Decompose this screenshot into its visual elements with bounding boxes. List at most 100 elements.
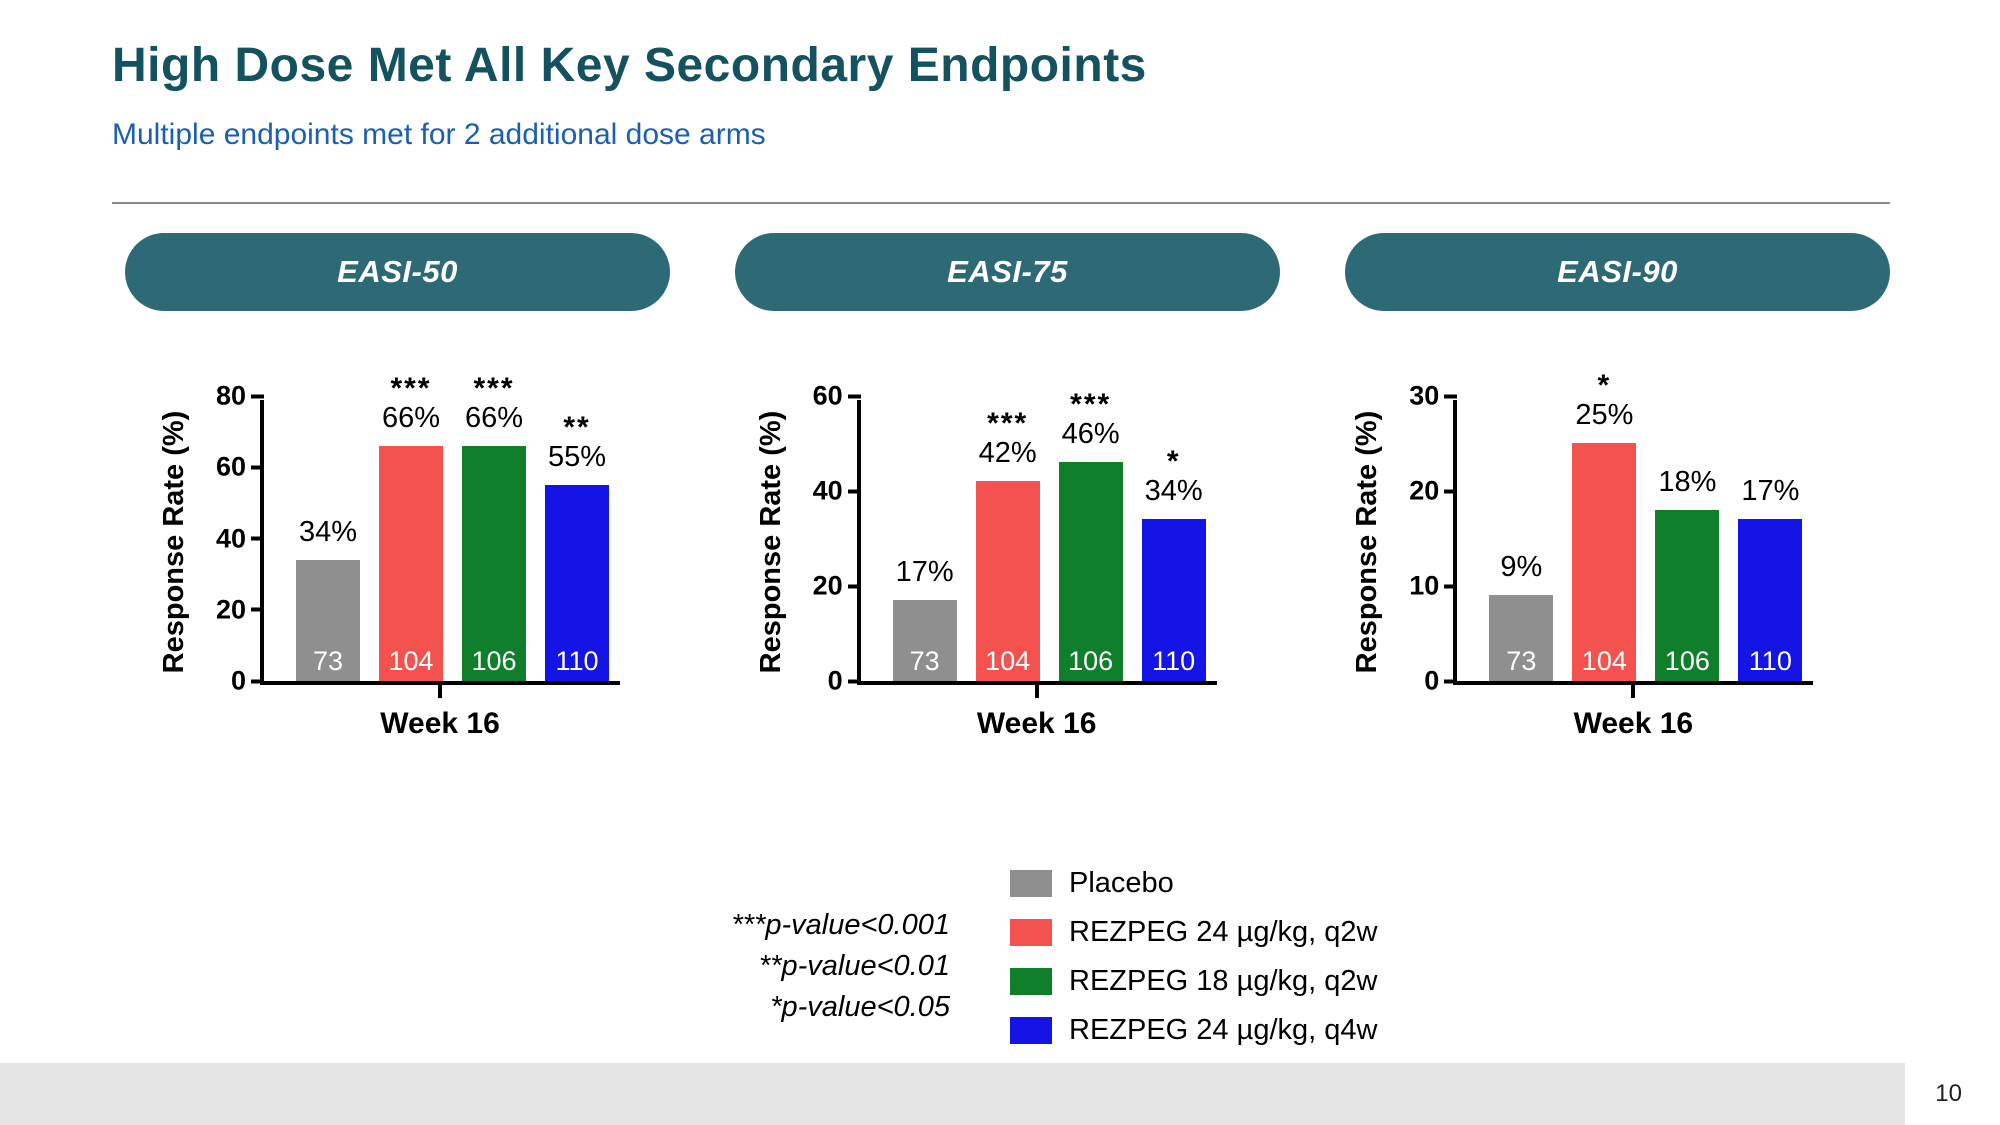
bar-value-label: 55% [547, 441, 607, 473]
y-tick-label: 80 [215, 380, 246, 411]
bar-rezpeg-24-g-kg-q4w: 17% 110 [1738, 400, 1803, 681]
y-axis-tick: 20 [797, 571, 861, 602]
legend-swatch-placebo [1010, 869, 1052, 897]
bar: 110 [1141, 519, 1206, 681]
bar-annotation: *** 66% [443, 372, 545, 436]
y-tick-label: 60 [215, 451, 246, 482]
pvalue-note-3: *p-value<0.05 [770, 991, 950, 1023]
bar-rezpeg-24-g-kg-q2w: * 25% 104 [1572, 371, 1637, 681]
bar-annotation: 17% [873, 555, 975, 590]
bar-annotation: 34% [277, 515, 379, 550]
bar: 104 [1572, 443, 1637, 681]
y-tick-label: 20 [812, 570, 843, 601]
bar-rezpeg-24-g-kg-q4w: ** 55% 110 [545, 400, 609, 681]
y-tick-mark [1444, 394, 1458, 398]
bar-annotation: 18% [1636, 465, 1738, 500]
pvalue-note-2: **p-value<0.01 [758, 950, 950, 982]
bar-n-label: 104 [388, 646, 434, 676]
bar-n-label: 73 [909, 646, 940, 676]
legend-item-rezpeg-24-q2w: REZPEG 24 µg/kg, q2w [1010, 915, 1377, 949]
page-number: 10 [1935, 1080, 1962, 1107]
bar-n-label: 106 [471, 646, 517, 676]
y-tick-label: 30 [1409, 380, 1440, 411]
bar-rezpeg-18-g-kg-q2w: *** 46% 106 [1058, 390, 1123, 681]
y-tick-label: 0 [1424, 665, 1440, 696]
legend-swatch-rezpeg-24-q2w [1010, 918, 1052, 946]
bar-rezpeg-24-g-kg-q2w: *** 66% 104 [379, 374, 443, 681]
divider-line [112, 202, 1890, 204]
y-axis-tick: 80 [200, 381, 264, 412]
y-tick-mark [251, 536, 264, 541]
footer-band [0, 1063, 1905, 1125]
y-tick-label: 40 [215, 523, 246, 553]
bar-value-label: 17% [1741, 475, 1800, 507]
bar-n-label: 110 [1152, 646, 1196, 676]
y-tick-mark [251, 394, 264, 398]
significance-stars: *** [390, 372, 432, 405]
y-tick-label: 40 [812, 475, 843, 506]
plot-area: Response Rate (%) 34% 73 *** 66% 104 *** 66% 10… [158, 374, 620, 696]
bar-n-label: 73 [312, 646, 344, 676]
bar-annotation: ** 55% [526, 413, 628, 475]
x-axis-label: Week 16 [380, 707, 500, 740]
bar-annotation: *** 66% [360, 372, 462, 436]
bar-placebo: 9% 73 [1489, 400, 1554, 681]
bar-value-label: 42% [978, 437, 1037, 469]
y-tick-mark [847, 679, 861, 683]
bar: 110 [1738, 519, 1803, 681]
legend-swatch-rezpeg-24-q4w [1010, 1016, 1052, 1044]
bars-container: 34% 73 *** 66% 104 *** 66% 106 ** 55% 110 [264, 374, 620, 681]
bar: 106 [462, 446, 526, 681]
y-axis-label: Response Rate (%) [158, 410, 190, 674]
y-tick-label: 20 [215, 594, 246, 625]
bar: 106 [1655, 510, 1720, 681]
bar-value-label: 66% [381, 402, 441, 434]
bar-value-label: 9% [1500, 551, 1543, 583]
bar-placebo: 17% 73 [892, 400, 957, 681]
bar-rezpeg-24-g-kg-q4w: * 34% 110 [1141, 400, 1206, 681]
bar: 73 [296, 560, 360, 681]
legend-label: Placebo [1069, 866, 1174, 899]
y-axis-tick: 40 [797, 476, 861, 507]
legend-item-rezpeg-18-q2w: REZPEG 18 µg/kg, q2w [1010, 964, 1377, 998]
legend-swatch-rezpeg-18-q2w [1010, 967, 1052, 995]
x-axis-tick [438, 685, 442, 698]
x-axis-label: Week 16 [976, 707, 1097, 740]
y-tick-label: 0 [827, 665, 843, 696]
y-tick-mark [847, 394, 861, 398]
y-tick-mark [251, 679, 264, 683]
bar-rezpeg-18-g-kg-q2w: *** 66% 106 [462, 374, 526, 681]
panel-header-easi50: EASI-50 [125, 233, 670, 311]
page-subtitle: Multiple endpoints met for 2 additional … [112, 118, 766, 151]
y-axis-tick: 0 [1393, 665, 1458, 697]
y-axis-tick: 60 [797, 381, 861, 412]
chart-easi50: Response Rate (%) 34% 73 *** 66% 104 *** 66% 10… [110, 374, 707, 830]
y-tick-mark [1444, 489, 1458, 493]
y-axis-tick: 60 [200, 452, 264, 483]
bar-value-label: 66% [464, 402, 524, 434]
legend-item-placebo: Placebo [1010, 866, 1377, 900]
legend: Placebo REZPEG 24 µg/kg, q2w REZPEG 18 µ… [1010, 866, 1377, 1062]
y-axis-label: Response Rate (%) [1351, 410, 1384, 674]
bar-annotation: * 34% [1122, 447, 1224, 509]
bar-placebo: 34% 73 [296, 400, 360, 681]
significance-stars: *** [473, 372, 515, 405]
chart-easi75: Response Rate (%) 17% 73 *** 42% 104 *** 46% 10… [707, 381, 1304, 830]
plot-area: Response Rate (%) 17% 73 *** 42% 104 *** 46% 10… [755, 381, 1217, 696]
bar-value-label: 46% [1061, 418, 1120, 450]
pvalue-note-1: ***p-value<0.001 [731, 909, 950, 941]
bar-value-label: 34% [298, 516, 358, 548]
bar: 73 [1489, 595, 1554, 681]
y-tick-mark [847, 584, 861, 588]
y-tick-label: 60 [812, 380, 843, 411]
bar-rezpeg-24-g-kg-q2w: *** 42% 104 [975, 400, 1040, 681]
legend-item-rezpeg-24-q4w: REZPEG 24 µg/kg, q4w [1010, 1013, 1377, 1047]
legend-label: REZPEG 18 µg/kg, q2w [1069, 964, 1378, 997]
panel-header-row: EASI-50 EASI-75 EASI-90 [125, 233, 1890, 311]
bar: 104 [379, 446, 443, 681]
bar-annotation: * 25% [1553, 371, 1655, 433]
significance-stars: *** [987, 407, 1029, 440]
page-title: High Dose Met All Key Secondary Endpoint… [112, 39, 1147, 92]
y-axis-tick: 0 [797, 666, 861, 697]
